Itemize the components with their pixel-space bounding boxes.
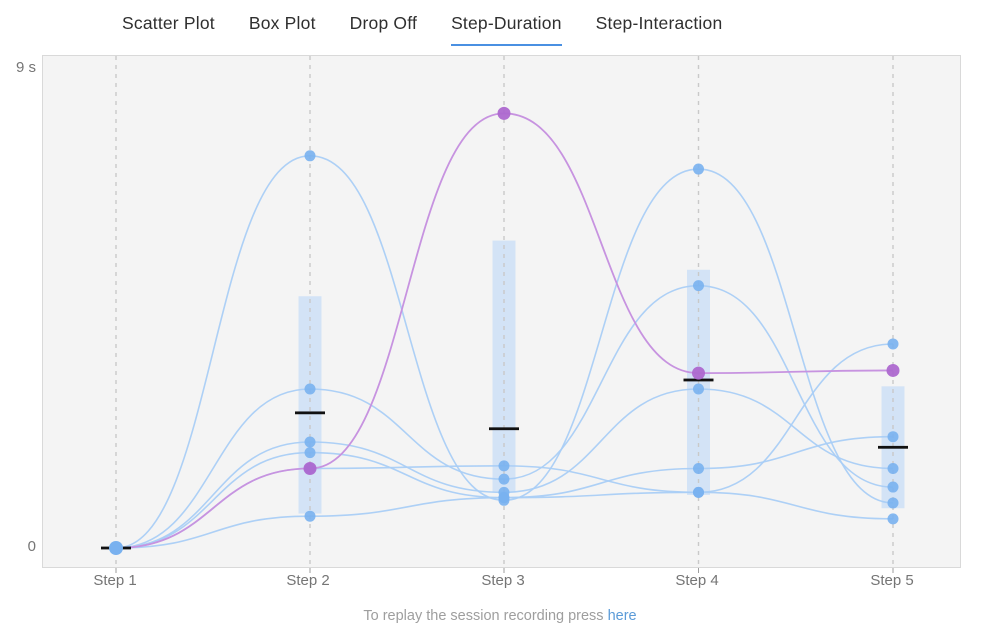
tab-bar: Scatter Plot Box Plot Drop Off Step-Dura…: [122, 13, 722, 46]
data-point-session-1[interactable]: [304, 150, 316, 162]
median-tick: [683, 378, 714, 382]
session-line-session-7[interactable]: [115, 112, 894, 549]
replay-link[interactable]: here: [607, 608, 637, 624]
data-point-session-4[interactable]: [887, 431, 899, 443]
chart-canvas: [101, 56, 908, 573]
data-point-session-2[interactable]: [304, 383, 316, 395]
tab-step-interaction[interactable]: Step-Interaction: [595, 13, 723, 33]
data-point-session-3[interactable]: [693, 383, 704, 395]
data-point-session-6[interactable]: [887, 513, 899, 525]
data-point-session-2[interactable]: [887, 481, 899, 493]
y-axis-max-label: 9 s: [15, 59, 36, 76]
tab-step-duration[interactable]: Step-Duration: [451, 13, 562, 46]
data-point-session-3[interactable]: [887, 463, 899, 474]
data-point-session-5[interactable]: [498, 460, 510, 472]
data-point-session-2[interactable]: [498, 473, 510, 485]
range-bar: [298, 296, 322, 514]
median-tick: [878, 445, 908, 449]
replay-hint: To replay the session recording press he…: [0, 608, 1000, 624]
x-tick-step-2: Step 2: [286, 572, 330, 589]
tab-scatter-plot[interactable]: Scatter Plot: [122, 13, 215, 33]
x-tick-step-1: Step 1: [93, 572, 137, 589]
x-tick-step-3: Step 3: [481, 572, 525, 589]
data-point-session-7[interactable]: [886, 363, 900, 377]
data-point-session-4[interactable]: [304, 447, 316, 459]
data-point-session-3[interactable]: [304, 436, 316, 448]
data-point-session-5[interactable]: [887, 338, 899, 350]
tab-drop-off[interactable]: Drop Off: [349, 13, 418, 33]
median-tick: [295, 411, 325, 415]
median-tick: [489, 427, 519, 431]
data-point-session-7[interactable]: [692, 366, 705, 380]
tab-box-plot[interactable]: Box Plot: [248, 13, 316, 33]
data-point-session-7[interactable]: [497, 106, 511, 120]
step-duration-chart: [42, 55, 961, 573]
x-tick-step-4: Step 4: [675, 572, 719, 589]
data-point-session-2[interactable]: [693, 280, 704, 292]
data-point-session-6[interactable]: [304, 510, 316, 522]
data-point-session-1[interactable]: [693, 163, 704, 175]
x-tick-step-5: Step 5: [870, 572, 914, 589]
replay-hint-text: To replay the session recording press: [363, 608, 604, 624]
data-point-start[interactable]: [109, 541, 123, 555]
data-point-session-6[interactable]: [498, 492, 510, 504]
y-axis-min-label: 0: [27, 538, 36, 555]
session-line-session-1[interactable]: [115, 154, 894, 549]
data-point-session-7[interactable]: [303, 462, 317, 475]
data-point-session-4[interactable]: [693, 463, 704, 474]
data-point-session-1[interactable]: [887, 497, 899, 509]
data-point-session-6[interactable]: [693, 486, 704, 498]
session-line-session-2[interactable]: [115, 284, 894, 549]
